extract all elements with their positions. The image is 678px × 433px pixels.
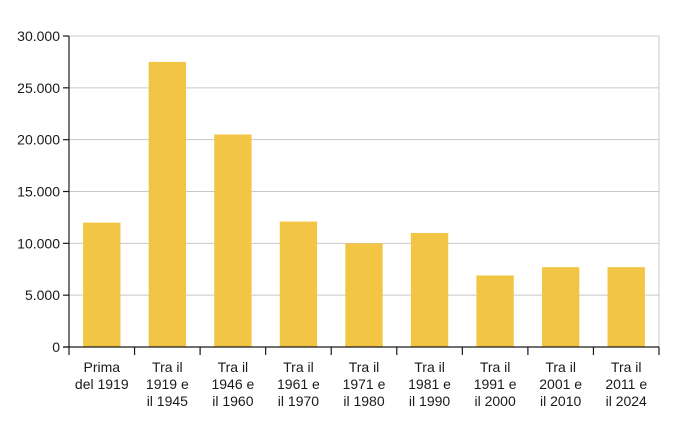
x-tick-label-line: il 1945	[147, 393, 188, 409]
bar	[148, 61, 187, 348]
x-tick-label: Tra il 2011 e il 2024	[605, 359, 647, 409]
x-tick-label-line: Tra il	[218, 359, 249, 375]
y-tick-label: 10.000	[17, 235, 60, 251]
x-tick-label: Tra il 1971 e il 1980	[343, 359, 386, 409]
x-tick-label-line: 1946 e	[211, 376, 254, 392]
bar	[541, 267, 580, 347]
x-tick-label-line: il 2000	[474, 393, 515, 409]
x-tick-label-line: Prima	[83, 359, 120, 375]
x-tick-label-line: 1961 e	[277, 376, 320, 392]
bar	[83, 222, 121, 347]
bar	[476, 275, 514, 347]
x-tick-label-line: 1981 e	[408, 376, 451, 392]
x-tick-label: Tra il 2001 e il 2010	[539, 359, 582, 409]
bar	[279, 221, 318, 347]
x-tick-label-line: del 1919	[75, 376, 129, 392]
x-tick-label-line: Tra il	[283, 359, 314, 375]
x-tick-label: Tra il 1961 e il 1970	[277, 359, 320, 409]
bars	[83, 61, 645, 348]
x-tick-label: Tra il 1981 e il 1990	[408, 359, 451, 409]
x-tick-label-line: il 2010	[540, 393, 581, 409]
y-tick-label: 15.000	[17, 184, 60, 200]
x-tick-label: Tra il 1991 e il 2000	[474, 359, 517, 409]
axes	[63, 35, 660, 355]
x-tick-label-line: Tra il	[349, 359, 380, 375]
bar	[607, 267, 645, 347]
x-tick-label-line: 1971 e	[343, 376, 386, 392]
x-tick-label-line: 1919 e	[146, 376, 189, 392]
x-tick-label-line: Tra il	[414, 359, 445, 375]
y-tick-label: 25.000	[17, 80, 60, 96]
y-tick-label: 20.000	[17, 132, 60, 148]
bar	[214, 134, 252, 347]
x-tick-label: Prima del 1919	[75, 359, 129, 392]
bar	[345, 243, 383, 347]
x-tick-label: Tra il 1946 e il 1960	[211, 359, 254, 409]
x-tick-label-line: il 1980	[343, 393, 384, 409]
x-tick-label: Tra il 1919 e il 1945	[146, 359, 189, 409]
x-tick-label-line: il 1970	[278, 393, 319, 409]
y-tick-labels: 0 5.000 10.000 15.000 20.000 25.000 30.000	[17, 28, 60, 355]
x-tick-label-line: Tra il	[152, 359, 183, 375]
y-tick-label: 0	[52, 339, 60, 355]
y-tick-label: 30.000	[17, 28, 60, 44]
bar	[410, 232, 449, 347]
x-tick-label-line: il 2024	[606, 393, 647, 409]
x-tick-label-line: Tra il	[545, 359, 576, 375]
x-tick-label-line: il 1960	[212, 393, 253, 409]
y-tick-label: 5.000	[25, 287, 60, 303]
x-tick-label-line: il 1990	[409, 393, 450, 409]
x-tick-label-line: 2001 e	[539, 376, 582, 392]
x-tick-label-line: Tra il	[611, 359, 642, 375]
x-tick-label-line: 1991 e	[474, 376, 517, 392]
x-tick-label-line: 2011 e	[605, 376, 647, 392]
x-tick-label-line: Tra il	[480, 359, 511, 375]
